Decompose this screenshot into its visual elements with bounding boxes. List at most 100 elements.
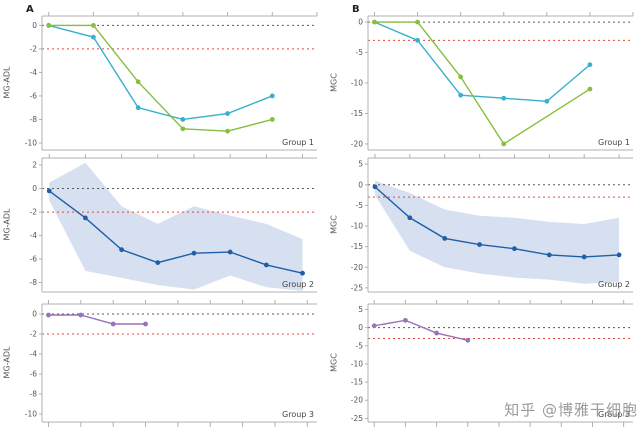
y-tick-label: -4 (30, 350, 38, 359)
y-tick-label: 5 (358, 160, 363, 169)
patient-purple-point (371, 323, 377, 329)
y-tick-label: -10 (351, 359, 363, 368)
y-tick-label: -15 (351, 378, 363, 387)
group-mean-point (581, 254, 587, 260)
patient-green-point (458, 74, 464, 80)
group-mean-point (407, 215, 413, 221)
y-tick-label: -8 (30, 278, 38, 287)
patient-purple-point (78, 312, 84, 318)
patient-purple-point (434, 330, 439, 336)
group-mean-line (374, 186, 620, 258)
group-mean-point (546, 252, 552, 258)
y-tick-label: -8 (30, 390, 38, 399)
y-tick-label: -6 (30, 370, 38, 379)
y-tick-label: 0 (358, 18, 363, 27)
patient-green-point (372, 19, 377, 25)
group-mean-point (372, 184, 378, 190)
chart-mgc-group3: 5 0 -5 -10 -15 -20 -25 Group 3 (344, 296, 638, 438)
patient-teal-point (587, 62, 593, 68)
y-axis-title-a1: MG-ADL (2, 66, 12, 99)
y-tick-label: 0 (32, 21, 37, 30)
y-tick-label: -10 (351, 222, 363, 231)
y-tick-label: -20 (351, 396, 363, 405)
group-mean-point (227, 249, 233, 255)
chart-mgc-group1: 0 -5 -10 -15 -20 Group 1 (344, 8, 638, 154)
y-tick-label: -4 (30, 68, 38, 77)
y-tick-label: 0 (32, 184, 37, 193)
patient-purple-line (48, 314, 146, 325)
patient-teal-point (501, 95, 507, 101)
patient-teal-point (415, 37, 420, 43)
patient-teal-line (48, 24, 273, 121)
y-axis-title-a3: MG-ADL (2, 346, 12, 379)
chart-mgadl-group1: 0 -2 -4 -6 -8 -10 Group 1 (18, 8, 322, 154)
patient-teal-line (374, 21, 591, 102)
group-mean-point (477, 242, 482, 247)
confidence-band (49, 162, 303, 291)
group-mean-point (616, 252, 622, 258)
y-tick-label: 0 (32, 310, 37, 319)
patient-teal-point (544, 98, 550, 104)
patient-green-point (269, 117, 275, 122)
group-mean-point (155, 260, 161, 266)
y-tick-label: -6 (30, 255, 38, 264)
y-tick-label: -5 (356, 341, 364, 350)
patient-green-point (501, 141, 507, 147)
patient-green-point (46, 23, 52, 28)
y-axis-title-b2: MGC (329, 215, 339, 234)
patient-green-point (225, 128, 230, 134)
y-tick-label: -20 (351, 263, 363, 272)
chart-mgc-group2: 5 0 -5 -10 -15 -20 -25 Group 2 (344, 150, 638, 296)
y-tick-label: -10 (25, 410, 37, 419)
group-label: Group 2 (282, 280, 314, 289)
b2-plot: 5 0 -5 -10 -15 -20 -25 Group 2 (351, 154, 633, 293)
y-tick-label: 5 (358, 305, 363, 314)
group-mean-point (46, 188, 52, 194)
y-tick-label: 0 (358, 180, 363, 189)
group-mean-point (263, 262, 269, 268)
patient-purple-point (110, 321, 116, 327)
y-tick-label: 2 (32, 161, 37, 170)
y-tick-label: -15 (351, 109, 363, 118)
y-tick-label: -15 (351, 242, 363, 251)
group-label: Group 1 (598, 138, 630, 147)
y-tick-label: -4 (30, 231, 38, 240)
patient-green-point (587, 86, 593, 92)
patient-purple-point (143, 321, 148, 327)
group-mean-point (191, 250, 197, 256)
b1-plot: 0 -5 -10 -15 -20 Group 1 (351, 12, 634, 151)
b3-plot: 5 0 -5 -10 -15 -20 -25 Group 3 (351, 300, 633, 427)
patient-teal-point (135, 105, 141, 111)
y-tick-label: -25 (351, 414, 363, 423)
chart-mgadl-group3: 0 -2 -4 -6 -8 -10 Group 3 (18, 296, 322, 438)
a3-plot: 0 -2 -4 -6 -8 -10 Group 3 (25, 300, 317, 427)
chart-mgadl-group2: 2 0 -2 -4 -6 -8 Group 2 (18, 150, 322, 296)
patient-purple-point (46, 312, 51, 318)
panel-letter-b: B (352, 4, 360, 15)
patient-purple-point (465, 337, 471, 343)
y-tick-label: -10 (25, 138, 37, 147)
patient-green-point (180, 126, 186, 132)
group-mean-point (442, 236, 448, 241)
patient-purple-point (403, 317, 408, 323)
panel-letter-a: A (26, 4, 34, 15)
patient-teal-point (458, 92, 464, 98)
confidence-band (374, 180, 620, 284)
patient-purple-line (374, 319, 468, 341)
y-tick-label: -5 (356, 201, 364, 210)
y-tick-label: -20 (351, 139, 363, 148)
y-axis-title-a2: MG-ADL (2, 208, 12, 241)
patient-teal-point (180, 117, 186, 122)
y-tick-label: -2 (30, 44, 38, 53)
y-tick-label: -2 (30, 330, 38, 339)
y-axis-title-b1: MGC (329, 73, 339, 92)
watermark-text: 知乎 @博雅干细胞 (504, 401, 638, 419)
group-mean-point (300, 270, 305, 276)
y-tick-label: -6 (30, 91, 38, 100)
a1-plot: 0 -2 -4 -6 -8 -10 Group 1 (25, 12, 318, 151)
y-tick-label: -2 (30, 208, 38, 217)
patient-green-line (48, 24, 273, 132)
group-mean-point (512, 246, 517, 252)
group-mean-line (48, 190, 303, 274)
group-mean-point (119, 247, 125, 253)
